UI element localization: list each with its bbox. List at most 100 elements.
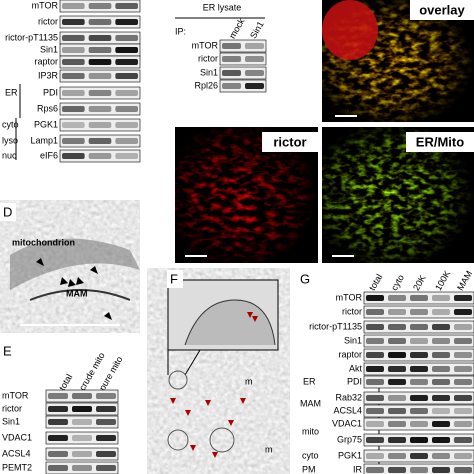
band	[366, 395, 384, 401]
image-label: overlay	[419, 2, 465, 17]
column-label: mock	[227, 16, 247, 40]
band	[454, 421, 472, 427]
band	[88, 122, 112, 128]
band	[410, 467, 428, 473]
band	[454, 395, 472, 401]
row-label: raptor	[34, 56, 58, 66]
band	[48, 419, 68, 425]
band	[454, 467, 472, 473]
em-image-d	[0, 200, 140, 333]
row-label: Grp75	[337, 434, 362, 444]
band	[366, 467, 384, 473]
band	[432, 467, 450, 473]
band	[410, 352, 428, 358]
row-label: IR	[353, 464, 363, 474]
band	[62, 3, 85, 9]
band	[115, 122, 138, 128]
band	[62, 59, 85, 65]
band	[366, 437, 384, 443]
band	[432, 408, 450, 414]
row-label: Lamp1	[30, 135, 58, 145]
band	[388, 352, 406, 358]
group-label: PM	[302, 464, 316, 474]
band	[388, 324, 406, 330]
blot-strip	[59, 118, 141, 132]
group-label: mito	[302, 426, 319, 436]
band	[366, 421, 384, 427]
band	[115, 106, 138, 112]
band	[454, 408, 472, 414]
band	[388, 366, 406, 372]
group-label: ER	[5, 87, 18, 97]
group-label: nuc	[2, 150, 17, 160]
row-label: Rps6	[37, 103, 58, 113]
band	[432, 366, 450, 372]
band	[88, 153, 112, 159]
band	[245, 70, 264, 76]
row-label: Sin1	[2, 416, 20, 426]
band	[222, 43, 241, 49]
band	[388, 467, 406, 473]
band	[72, 435, 92, 441]
band	[72, 419, 92, 425]
band	[222, 56, 241, 62]
band	[62, 153, 85, 159]
row-label: rictor-pT1135	[5, 32, 58, 42]
image-label: ER/Mito	[416, 134, 464, 149]
column-label: 20K	[411, 273, 428, 292]
blot-strip	[363, 305, 474, 319]
label-box	[406, 132, 474, 152]
band	[96, 435, 116, 441]
band	[62, 122, 85, 128]
row-label: mTOR	[192, 40, 219, 50]
band	[410, 453, 428, 459]
band	[432, 324, 450, 330]
band	[62, 47, 85, 53]
row-label: Akt	[349, 363, 363, 373]
group-label: ER	[303, 376, 316, 386]
row-label: mTOR	[32, 0, 59, 10]
band	[366, 379, 384, 385]
row-label: eIF6	[40, 150, 58, 160]
band	[432, 379, 450, 385]
row-label: rictor	[198, 53, 218, 63]
band	[410, 408, 428, 414]
em-label: MAM	[66, 288, 88, 298]
label-box	[410, 0, 474, 20]
row-label: PDI	[43, 87, 58, 97]
group-label: cyto	[302, 450, 319, 460]
row-label: PDI	[347, 376, 362, 386]
group-label: MAM	[300, 398, 321, 408]
column-label: total	[367, 272, 384, 292]
panel-letter: E	[3, 343, 12, 358]
band	[432, 421, 450, 427]
band	[88, 47, 112, 53]
header: IP:	[175, 26, 186, 36]
band	[410, 366, 428, 372]
row-label: Sin1	[40, 44, 58, 54]
scale-label: 7μm	[332, 244, 350, 254]
band	[410, 421, 428, 427]
band	[48, 465, 68, 471]
row-label: ACSL4	[2, 448, 31, 458]
band	[432, 309, 450, 315]
band	[115, 73, 138, 79]
letter-box	[167, 270, 183, 288]
band	[366, 352, 384, 358]
band	[115, 19, 138, 25]
band	[410, 295, 428, 301]
band	[410, 437, 428, 443]
row-label: VDAC1	[332, 418, 362, 428]
band	[48, 451, 68, 457]
band	[222, 70, 241, 76]
band	[88, 35, 112, 41]
label-box	[262, 132, 318, 152]
band	[410, 309, 428, 315]
band	[366, 408, 384, 414]
band	[48, 406, 68, 412]
band	[96, 465, 116, 471]
row-label: PGK1	[34, 119, 58, 129]
band	[62, 106, 85, 112]
row-label: Rpl26	[194, 80, 218, 90]
band	[410, 338, 428, 344]
